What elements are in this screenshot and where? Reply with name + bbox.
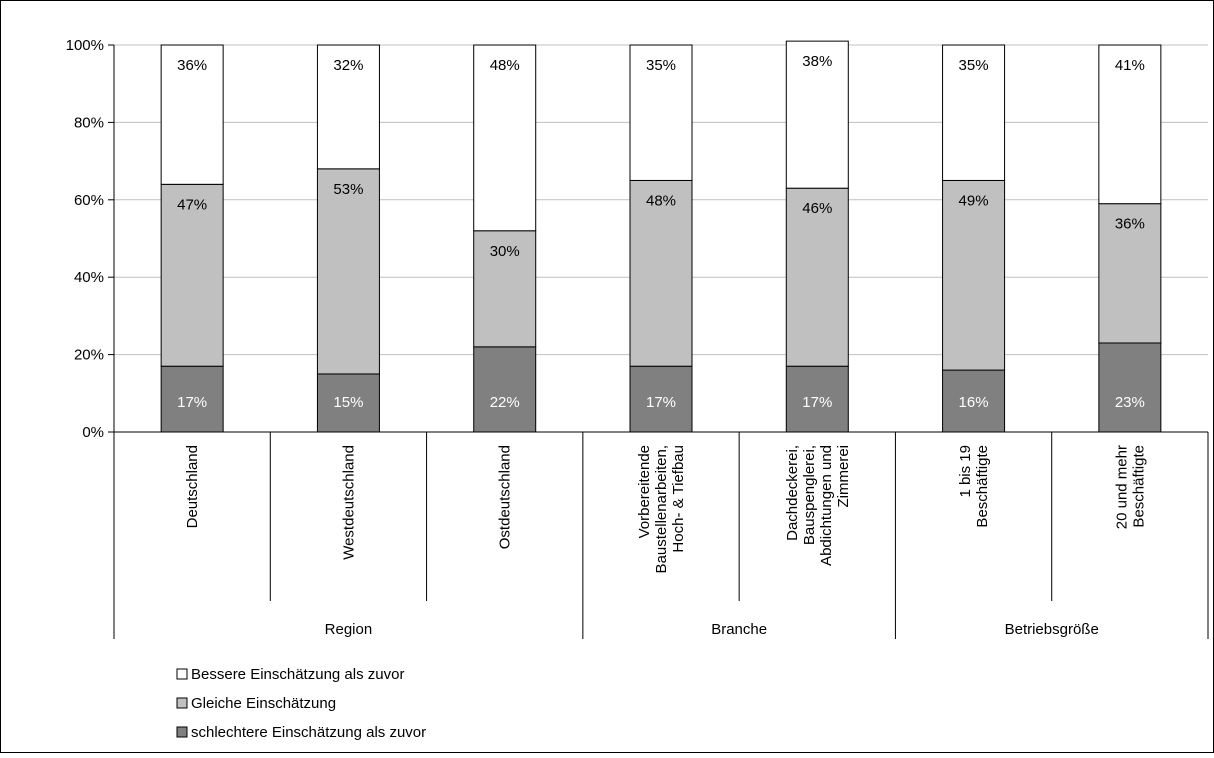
bar-segment [785,365,849,433]
category-label-line: Deutschland [184,445,201,528]
category-label-line: 1 bis 19 [957,445,974,498]
group-label: Branche [711,621,767,638]
category-label-line: Dachdeckerei, [784,445,801,541]
category-label-line: Hoch- & Tiefbau [670,445,687,553]
y-tick-label: 80% [74,114,104,131]
data-label: 35% [646,57,676,74]
category-label-line: Beschäftigte [974,445,991,528]
bar-segment [785,187,849,367]
data-label: 38% [802,53,832,70]
bar-segment [629,365,693,433]
y-tick-label: 40% [74,269,104,286]
legend-label: Bessere Einschätzung als zuvor [191,666,404,683]
data-label: 32% [333,57,363,74]
category-label-line: Ostdeutschland [497,445,514,549]
category-label: Deutschland [184,445,201,528]
data-label: 17% [646,394,676,411]
legend-item: Bessere Einschätzung als zuvor [176,666,404,683]
bar-segment [160,44,224,185]
bar-segment [942,369,1006,433]
category-label: 1 bis 19 Beschäftigte [957,445,991,528]
data-label: 36% [1115,216,1145,233]
bar-segment [942,44,1006,181]
data-label: 46% [802,200,832,217]
bar-segment [1098,342,1162,433]
data-label: 48% [490,57,520,74]
bar-segment [473,346,537,433]
category-label-line: Vorbereitende [636,445,653,538]
y-tick-label: 20% [74,347,104,364]
data-labels: 17% 47% 36% 15% 53% 32% 22% 30% 48% 17% 48% 35% 17% 4… [177,53,1145,411]
category-label: Ostdeutschland [497,445,514,549]
bar-segment [1098,203,1162,344]
legend-swatch [176,668,188,680]
bar-segment [316,168,380,375]
data-label: 15% [333,394,363,411]
group-label: Betriebsgröße [1005,621,1099,638]
legend-item: Gleiche Einschätzung [176,695,336,712]
legend-item: schlechtere Einschätzung als zuvor [176,724,426,741]
bar-segment [629,44,693,181]
data-label: 17% [802,394,832,411]
category-label: Vorbereitende Baustellenarbeiten, Hoch- & … [636,445,687,573]
category-label-line: Baustellenarbeiten, [653,445,670,573]
category-label: Dachdeckerei, Bauspenglerei, Abdichtungen … [784,445,852,566]
category-label-line: 20 und mehr [1113,445,1130,529]
bar-segment [629,179,693,367]
data-label: 41% [1115,57,1145,74]
legend-label: Gleiche Einschätzung [191,695,336,712]
category-label-line: Bauspenglerei, [801,445,818,545]
y-tick-label: 60% [74,192,104,209]
legend-swatch [176,697,188,709]
bar-segment [316,44,380,170]
legend-swatch [176,726,188,738]
bar-segment [473,230,537,348]
data-label: 22% [490,394,520,411]
y-tick-label: 100% [66,37,104,54]
data-label: 36% [177,57,207,74]
legend-label: schlechtere Einschätzung als zuvor [191,724,426,741]
group-label: Region [325,621,373,638]
data-label: 48% [646,192,676,209]
data-label: 35% [959,57,989,74]
category-label-line: Abdichtungen und [818,445,835,566]
bar-segment [1098,44,1162,205]
data-label: 23% [1115,394,1145,411]
bar-segment [942,179,1006,371]
category-label-line: Beschäftigte [1130,445,1147,528]
data-label: 49% [959,192,989,209]
category-label: 20 und mehr Beschäftigte [1113,445,1147,529]
y-tick-label: 0% [82,424,104,441]
bar-segment [785,40,849,189]
data-label: 47% [177,196,207,213]
data-label: 17% [177,394,207,411]
bars [160,40,1162,433]
bar-segment [473,44,537,232]
data-label: 30% [490,243,520,260]
axes: 0% 20% 40% 60% 80% 100% Deutschland Westdeutsch… [66,37,1209,639]
category-label-line: Westdeutschland [340,445,357,560]
legend: Bessere Einschätzung als zuvor Gleiche Ei… [176,666,426,741]
data-label: 53% [333,181,363,198]
data-label: 16% [959,394,989,411]
category-label-line: Zimmerei [835,445,852,508]
category-label: Westdeutschland [340,445,357,560]
